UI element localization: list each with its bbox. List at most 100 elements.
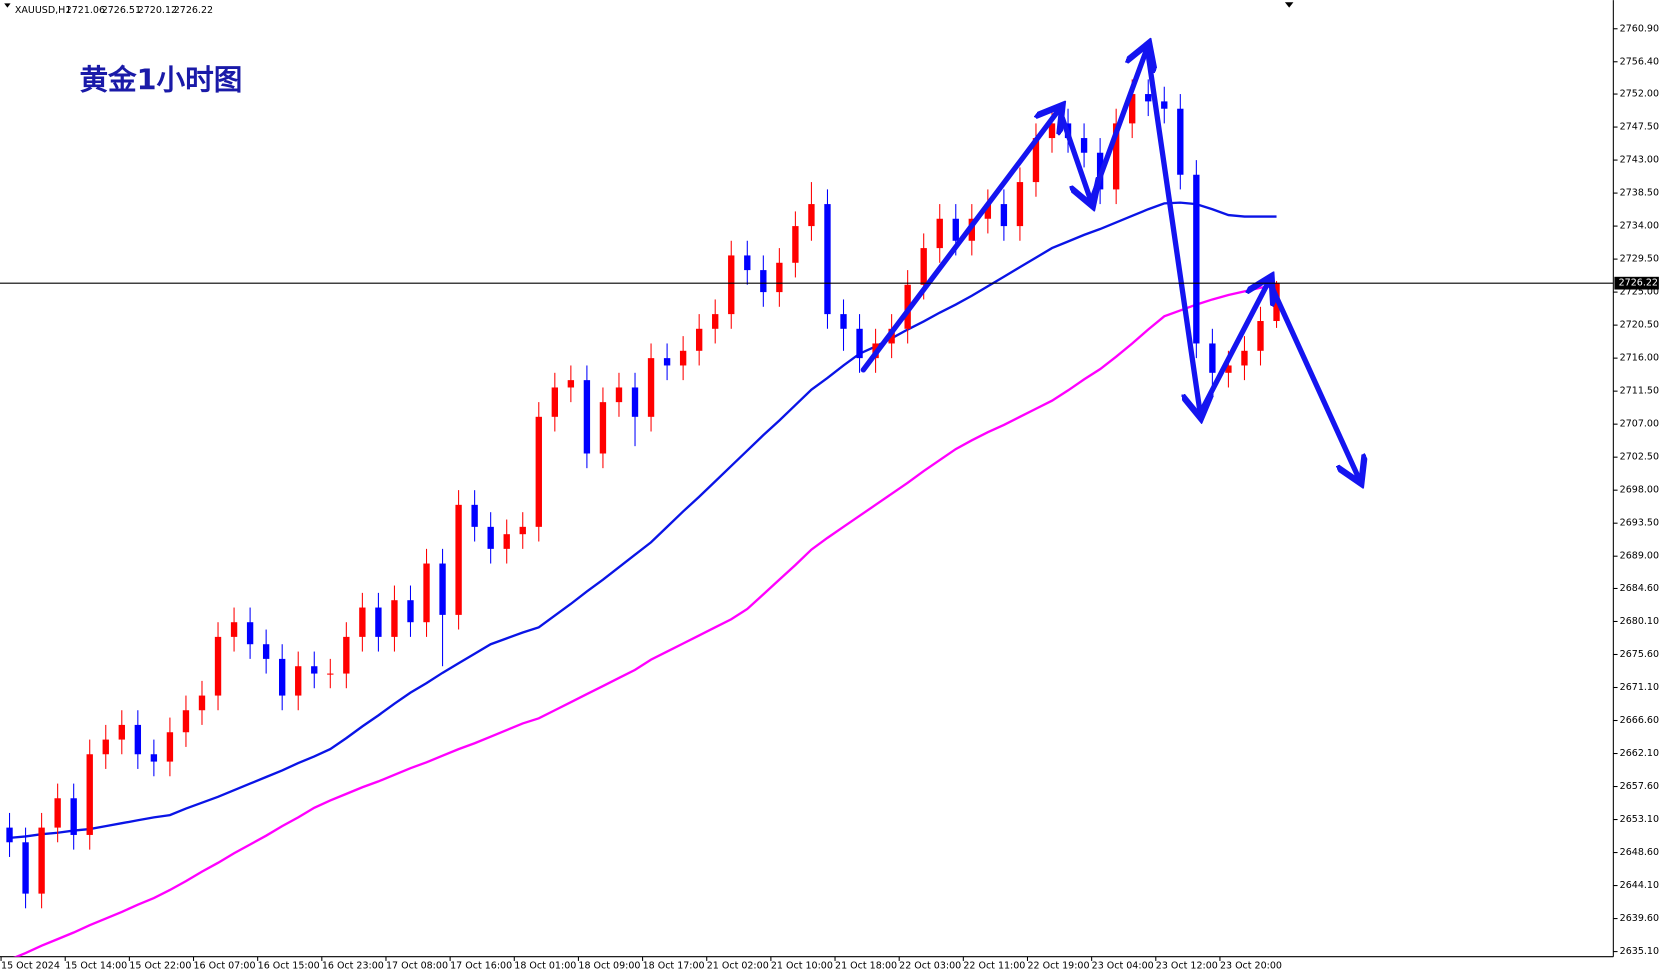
candle-body bbox=[631, 387, 639, 417]
candle-body bbox=[1193, 174, 1200, 344]
candle-body bbox=[679, 350, 687, 366]
candle-body bbox=[343, 636, 350, 674]
x-tick-label: 17 Oct 16:00 bbox=[450, 961, 512, 972]
candle-body bbox=[455, 504, 462, 615]
y-tick-label: 2743.00 bbox=[1620, 155, 1659, 166]
y-tick-label: 2680.10 bbox=[1620, 616, 1659, 627]
y-tick-label: 2644.10 bbox=[1620, 880, 1659, 891]
symbol-menu-icon[interactable] bbox=[4, 3, 11, 8]
x-tick-label: 23 Oct 20:00 bbox=[1220, 961, 1282, 972]
candle-body bbox=[182, 710, 190, 733]
header-low: 2720.12 bbox=[138, 5, 177, 16]
y-tick-label: 2684.60 bbox=[1620, 583, 1659, 594]
candle-body bbox=[327, 673, 334, 675]
candle-body bbox=[311, 666, 318, 674]
x-tick-label: 15 Oct 22:00 bbox=[129, 961, 191, 972]
candle-body bbox=[503, 534, 510, 549]
x-tick-label: 16 Oct 15:00 bbox=[258, 961, 320, 972]
candle-body bbox=[407, 600, 414, 623]
y-tick-label: 2693.50 bbox=[1620, 518, 1659, 529]
candle-body bbox=[487, 526, 494, 549]
candle-body bbox=[471, 504, 478, 527]
candle-body bbox=[38, 827, 45, 894]
indicators bbox=[9, 201, 1277, 957]
candle-body bbox=[615, 387, 623, 403]
candle-body bbox=[54, 798, 61, 828]
arrow bbox=[860, 109, 1059, 373]
x-tick-label: 17 Oct 08:00 bbox=[386, 961, 448, 972]
candle-body bbox=[567, 380, 575, 388]
y-tick-label: 2635.10 bbox=[1620, 946, 1659, 957]
candle-body bbox=[583, 380, 591, 454]
arrow bbox=[1144, 45, 1200, 413]
header-close: 2726.22 bbox=[174, 5, 213, 16]
x-tick-label: 21 Oct 18:00 bbox=[835, 961, 897, 972]
candle-body bbox=[776, 262, 783, 293]
y-tick-label: 2653.10 bbox=[1620, 814, 1659, 825]
x-tick-label: 21 Oct 10:00 bbox=[771, 961, 833, 972]
candle-body bbox=[744, 255, 751, 271]
moving-average bbox=[13, 285, 1277, 957]
candle-body bbox=[840, 314, 847, 329]
candle-body bbox=[856, 328, 863, 359]
y-tick-label: 2639.60 bbox=[1620, 913, 1659, 924]
y-tick-label: 2729.50 bbox=[1620, 254, 1659, 265]
y-tick-label: 2734.00 bbox=[1620, 221, 1659, 232]
candle-body bbox=[712, 314, 719, 329]
candle-body bbox=[599, 402, 607, 454]
y-tick-label: 2760.90 bbox=[1620, 23, 1659, 34]
candle-body bbox=[295, 666, 302, 696]
candle-body bbox=[439, 563, 446, 615]
candle-body bbox=[936, 218, 943, 249]
candle-body bbox=[134, 724, 142, 755]
x-tick-label: 18 Oct 01:00 bbox=[514, 961, 576, 972]
candle-body bbox=[70, 798, 77, 835]
candle-body bbox=[760, 270, 767, 293]
last-price-box bbox=[1614, 276, 1659, 290]
x-tick-label: 15 Oct 2024 bbox=[1, 961, 60, 972]
candle-body bbox=[1177, 108, 1184, 175]
x-tick-label: 18 Oct 17:00 bbox=[643, 961, 705, 972]
last-price-label: 2726.22 bbox=[1619, 278, 1658, 289]
candle-body bbox=[262, 644, 270, 659]
candle-body bbox=[6, 827, 13, 843]
y-tick-label: 2675.60 bbox=[1620, 649, 1659, 660]
x-tick-label: 16 Oct 07:00 bbox=[194, 961, 256, 972]
y-tick-label: 2707.00 bbox=[1620, 419, 1659, 430]
symbol: XAUUSD,H1 bbox=[15, 5, 72, 16]
x-tick-label: 23 Oct 12:00 bbox=[1156, 961, 1218, 972]
candle-body bbox=[1241, 350, 1248, 366]
x-tick-label: 15 Oct 14:00 bbox=[65, 961, 127, 972]
candle-body bbox=[1112, 123, 1120, 190]
y-tick-label: 2738.50 bbox=[1620, 188, 1659, 199]
candle-body bbox=[551, 387, 559, 417]
y-tick-label: 2747.50 bbox=[1620, 122, 1659, 133]
candle-body bbox=[663, 358, 671, 366]
y-tick-label: 2720.50 bbox=[1620, 320, 1659, 331]
chart-title: 黄金1小时图 bbox=[79, 63, 242, 97]
x-tick-label: 18 Oct 09:00 bbox=[578, 961, 640, 972]
candle-body bbox=[391, 600, 398, 637]
header-high: 2726.51 bbox=[102, 5, 141, 16]
candle-body bbox=[1145, 94, 1152, 102]
candle-body bbox=[728, 255, 735, 315]
y-tick-label: 2711.50 bbox=[1620, 386, 1659, 397]
arrow bbox=[1197, 281, 1269, 416]
y-tick-label: 2702.50 bbox=[1620, 452, 1659, 463]
candle-body bbox=[150, 754, 158, 762]
candle-body bbox=[118, 724, 125, 740]
candle-body bbox=[246, 622, 254, 645]
y-tick-label: 2716.00 bbox=[1620, 353, 1659, 364]
y-tick-label: 2752.00 bbox=[1620, 89, 1659, 100]
candle-body bbox=[423, 563, 430, 623]
x-tick-label: 22 Oct 19:00 bbox=[1027, 961, 1089, 972]
y-tick-label: 2648.60 bbox=[1620, 847, 1659, 858]
candle-body bbox=[1032, 138, 1040, 183]
candle-body bbox=[86, 754, 93, 835]
candle-body bbox=[279, 658, 286, 696]
x-tick-label: 22 Oct 03:00 bbox=[899, 961, 961, 972]
candle-body bbox=[519, 526, 526, 535]
candle-body bbox=[792, 226, 799, 263]
candle-body bbox=[1161, 101, 1168, 109]
